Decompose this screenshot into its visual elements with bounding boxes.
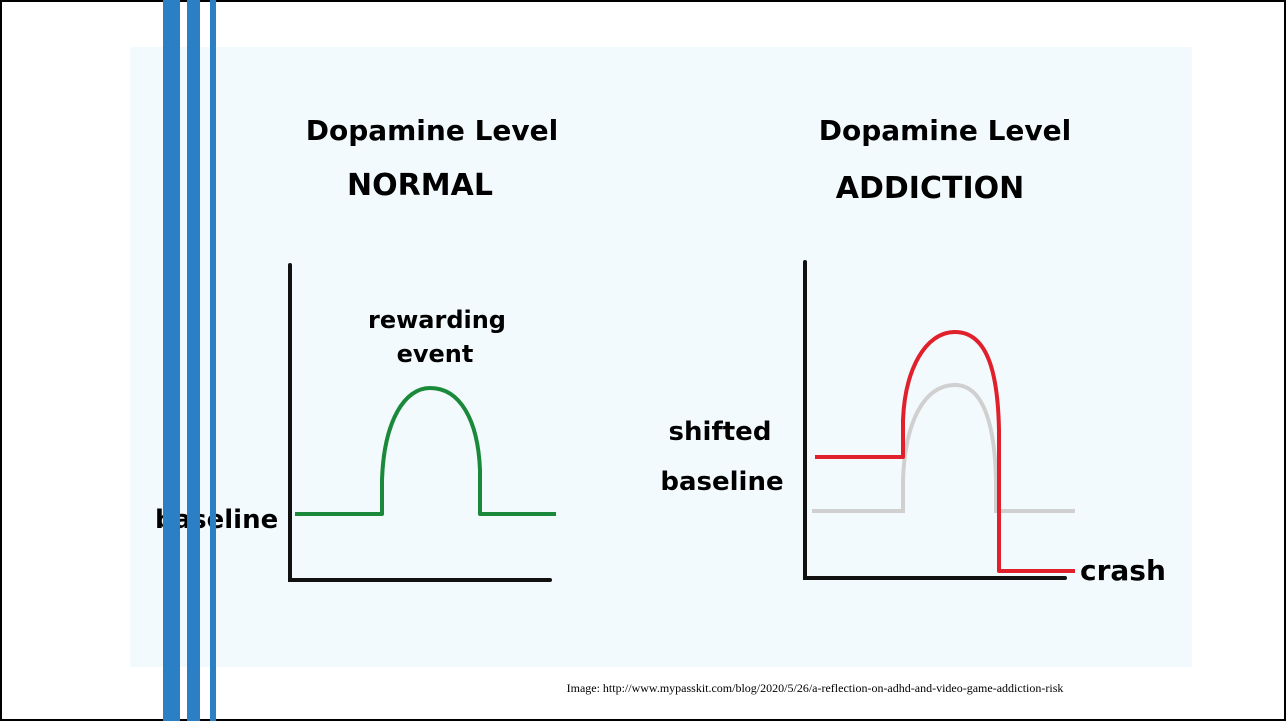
decor-bar <box>187 0 200 721</box>
decor-bar <box>210 0 216 721</box>
title: Dopamine Level <box>819 114 1072 147</box>
decor-bar <box>163 0 180 721</box>
normal-curve <box>812 382 1075 513</box>
addiction-curve <box>815 330 1075 573</box>
axes <box>288 263 552 582</box>
normal-diagram: Dopamine Level NORMAL rewarding event ba… <box>155 114 559 582</box>
label: event <box>397 340 474 368</box>
addiction-diagram: Dopamine Level ADDICTION shifted baselin… <box>660 114 1166 587</box>
label: rewarding <box>368 306 506 334</box>
label: crash <box>1080 554 1166 587</box>
axes <box>803 260 1067 580</box>
image-panel <box>130 47 1192 667</box>
caption: Image: http://www.mypasskit.com/blog/202… <box>567 681 1064 695</box>
title: Dopamine Level <box>306 114 559 147</box>
subtitle: ADDICTION <box>836 171 1024 206</box>
label: shifted <box>669 417 772 447</box>
dopamine-curve <box>295 386 556 516</box>
label: baseline <box>660 467 783 497</box>
subtitle: NORMAL <box>347 168 493 203</box>
